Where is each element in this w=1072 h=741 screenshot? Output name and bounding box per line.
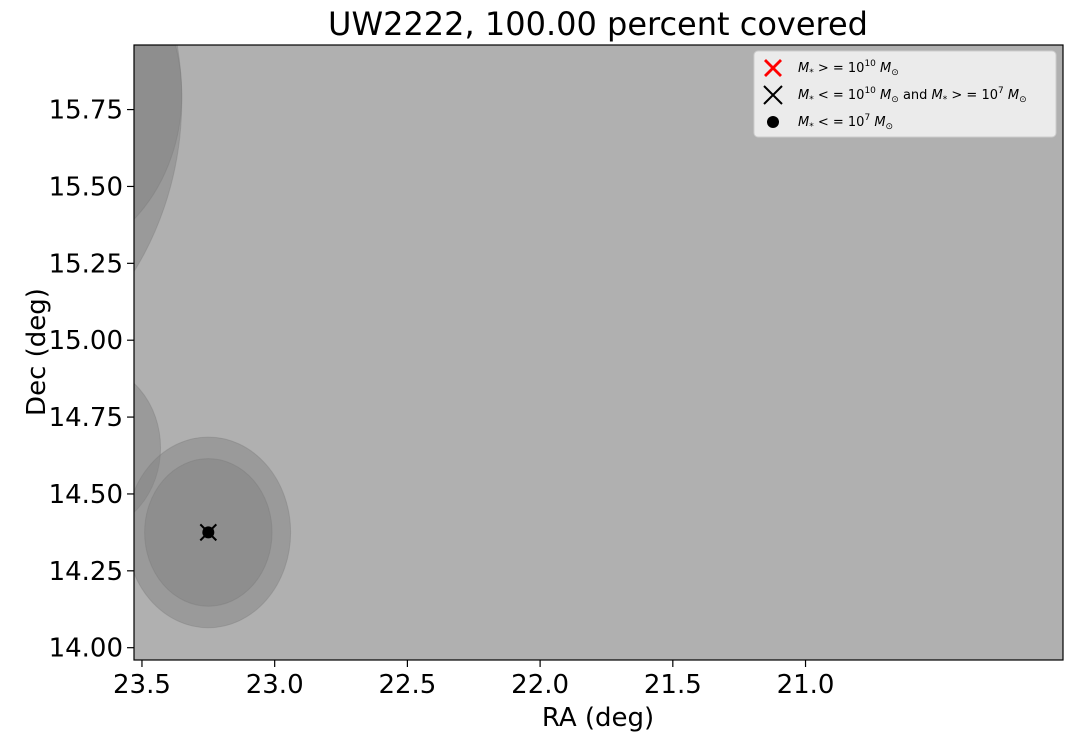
y-tick-label: 14.00	[49, 634, 123, 664]
legend-marker-black-x	[763, 85, 783, 105]
y-tick-label: 14.75	[49, 403, 123, 433]
plot-area	[134, 45, 1063, 660]
chart-title: UW2222, 100.00 percent covered	[328, 5, 868, 43]
coverage-circle-1	[134, 45, 183, 220]
legend-marker-black-dot	[767, 116, 779, 128]
x-tick-label: 22.0	[511, 670, 569, 700]
x-tick-label: 21.5	[644, 670, 702, 700]
y-axis-label: Dec (deg)	[22, 288, 52, 416]
x-axis-label: RA (deg)	[542, 703, 654, 733]
plot-frame	[133, 44, 1064, 661]
legend-marker-red-x	[764, 59, 782, 77]
coverage-circle-0	[134, 45, 183, 273]
x-tick-label: 22.5	[378, 670, 436, 700]
coverage-circle-2	[134, 382, 162, 513]
x-axis: 23.5 23.0 22.5 22.0 21.5 21.0	[113, 660, 834, 700]
y-tick-label: 14.50	[49, 480, 123, 510]
legend-label-high-mass: M* > = 1010 M⊙	[798, 59, 899, 78]
y-tick-label: 14.25	[49, 557, 123, 587]
x-tick-label: 21.0	[777, 670, 835, 700]
y-tick-label: 15.00	[49, 326, 123, 356]
legend-box	[753, 50, 1057, 138]
x-tick-label: 23.5	[113, 670, 171, 700]
y-tick-label: 15.75	[49, 96, 123, 126]
y-tick-label: 15.50	[49, 172, 123, 202]
legend-label-mid-mass: M* < = 1010 M⊙ and M* > = 107 M⊙	[798, 86, 1027, 105]
y-tick-label: 15.25	[49, 249, 123, 279]
x-tick-label: 23.0	[246, 670, 304, 700]
galaxy-points	[199, 523, 218, 542]
legend-label-low-mass: M* < = 107 M⊙	[798, 113, 893, 132]
y-axis: 14.00 14.25 14.50 14.75 15.00 15.25 15.50 15.75	[49, 96, 134, 664]
galaxy-point-dot-1	[202, 526, 215, 539]
legend: M* > = 1010 M⊙ M* < = 1010 M⊙ and M* > =…	[753, 50, 1057, 138]
